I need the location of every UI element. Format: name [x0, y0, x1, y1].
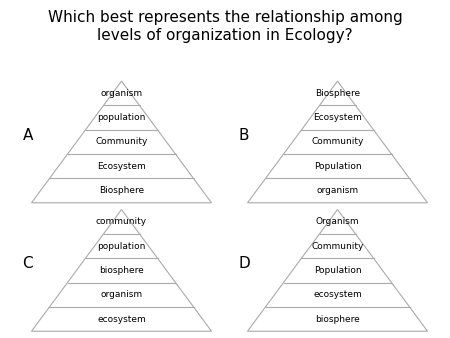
Text: ecosystem: ecosystem: [313, 290, 362, 299]
Text: Organism: Organism: [316, 217, 359, 226]
Text: Ecosystem: Ecosystem: [97, 162, 146, 171]
Text: organism: organism: [100, 89, 143, 98]
Text: community: community: [96, 217, 147, 226]
Text: biosphere: biosphere: [99, 266, 144, 275]
Text: Population: Population: [314, 162, 361, 171]
Text: Ecosystem: Ecosystem: [313, 113, 362, 122]
Text: organism: organism: [316, 186, 359, 195]
Text: biosphere: biosphere: [315, 315, 360, 323]
Text: A: A: [22, 128, 33, 143]
Text: organism: organism: [100, 290, 143, 299]
Text: population: population: [97, 113, 146, 122]
Text: Community: Community: [95, 138, 148, 146]
Text: Population: Population: [314, 266, 361, 275]
Polygon shape: [32, 81, 211, 203]
Polygon shape: [248, 210, 428, 331]
Polygon shape: [248, 81, 428, 203]
Text: B: B: [238, 128, 249, 143]
Polygon shape: [32, 210, 211, 331]
Text: C: C: [22, 256, 33, 271]
Text: Which best represents the relationship among
levels of organization in Ecology?: Which best represents the relationship a…: [48, 10, 402, 43]
Text: Biosphere: Biosphere: [99, 186, 144, 195]
Text: D: D: [238, 256, 250, 271]
Text: Biosphere: Biosphere: [315, 89, 360, 98]
Text: Community: Community: [311, 138, 364, 146]
Text: ecosystem: ecosystem: [97, 315, 146, 323]
Text: Community: Community: [311, 242, 364, 250]
Text: population: population: [97, 242, 146, 250]
